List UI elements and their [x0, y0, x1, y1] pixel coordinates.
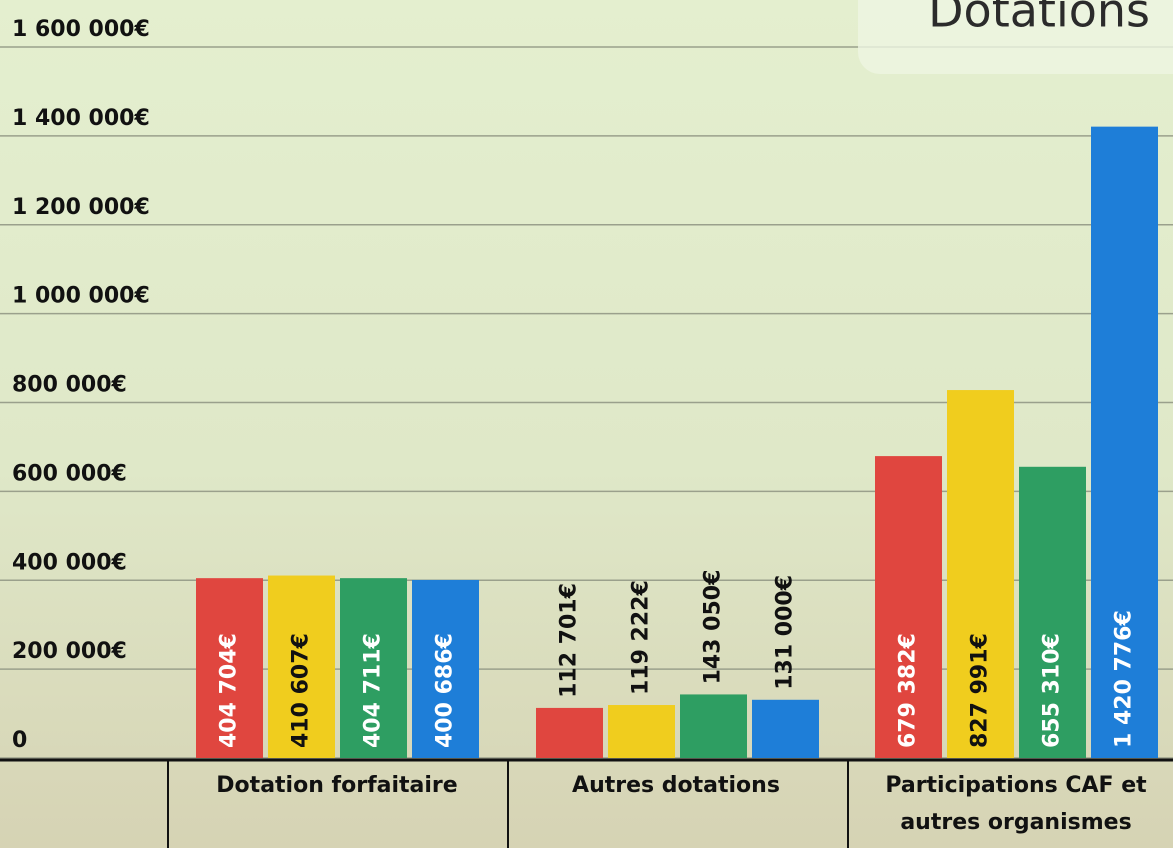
value-label: 404 711€ — [361, 633, 386, 748]
y-tick-label: 0 — [12, 728, 27, 753]
bar — [340, 578, 407, 758]
value-label: 410 607€ — [289, 633, 314, 748]
value-label: 112 701€ — [557, 583, 582, 698]
bar — [412, 579, 479, 758]
bar — [196, 578, 263, 758]
y-tick-label: 400 000€ — [12, 550, 127, 575]
y-tick-label: 1 200 000€ — [12, 195, 150, 220]
value-label: 679 382€ — [896, 633, 921, 748]
bar — [1091, 126, 1158, 759]
x-tick-label: Autres dotations — [572, 773, 780, 798]
bar — [536, 707, 603, 758]
chart-title: Dotations — [928, 0, 1150, 38]
value-label: 827 991€ — [968, 633, 993, 748]
y-tick-label: 600 000€ — [12, 461, 127, 486]
value-label: 143 050€ — [701, 570, 726, 685]
value-label: 404 704€ — [217, 633, 242, 748]
x-tick-label-line: Participations CAF et — [885, 773, 1147, 798]
bar — [947, 390, 1014, 758]
bar — [752, 699, 819, 758]
bar — [1019, 466, 1086, 758]
y-tick-label: 800 000€ — [12, 373, 127, 398]
y-tick-label: 200 000€ — [12, 639, 127, 664]
x-tick-label: Participations CAF et autres organismes — [885, 773, 1147, 835]
x-tick-label-line: autres organismes — [900, 810, 1131, 835]
y-tick-label: 1 600 000€ — [12, 17, 150, 42]
value-label: 119 222€ — [629, 580, 654, 695]
bar — [608, 705, 675, 758]
value-label: 1 420 776€ — [1112, 610, 1137, 748]
bar — [268, 575, 335, 758]
value-label: 655 310€ — [1040, 633, 1065, 748]
bar — [875, 456, 942, 758]
value-label: 400 686€ — [433, 633, 458, 748]
y-tick-label: 1 000 000€ — [12, 284, 150, 309]
y-tick-label: 1 400 000€ — [12, 106, 150, 131]
title-box — [858, 0, 1173, 74]
value-label: 131 000€ — [773, 575, 798, 690]
bar — [680, 694, 747, 758]
x-tick-label: Dotation forfaitaire — [216, 773, 457, 798]
